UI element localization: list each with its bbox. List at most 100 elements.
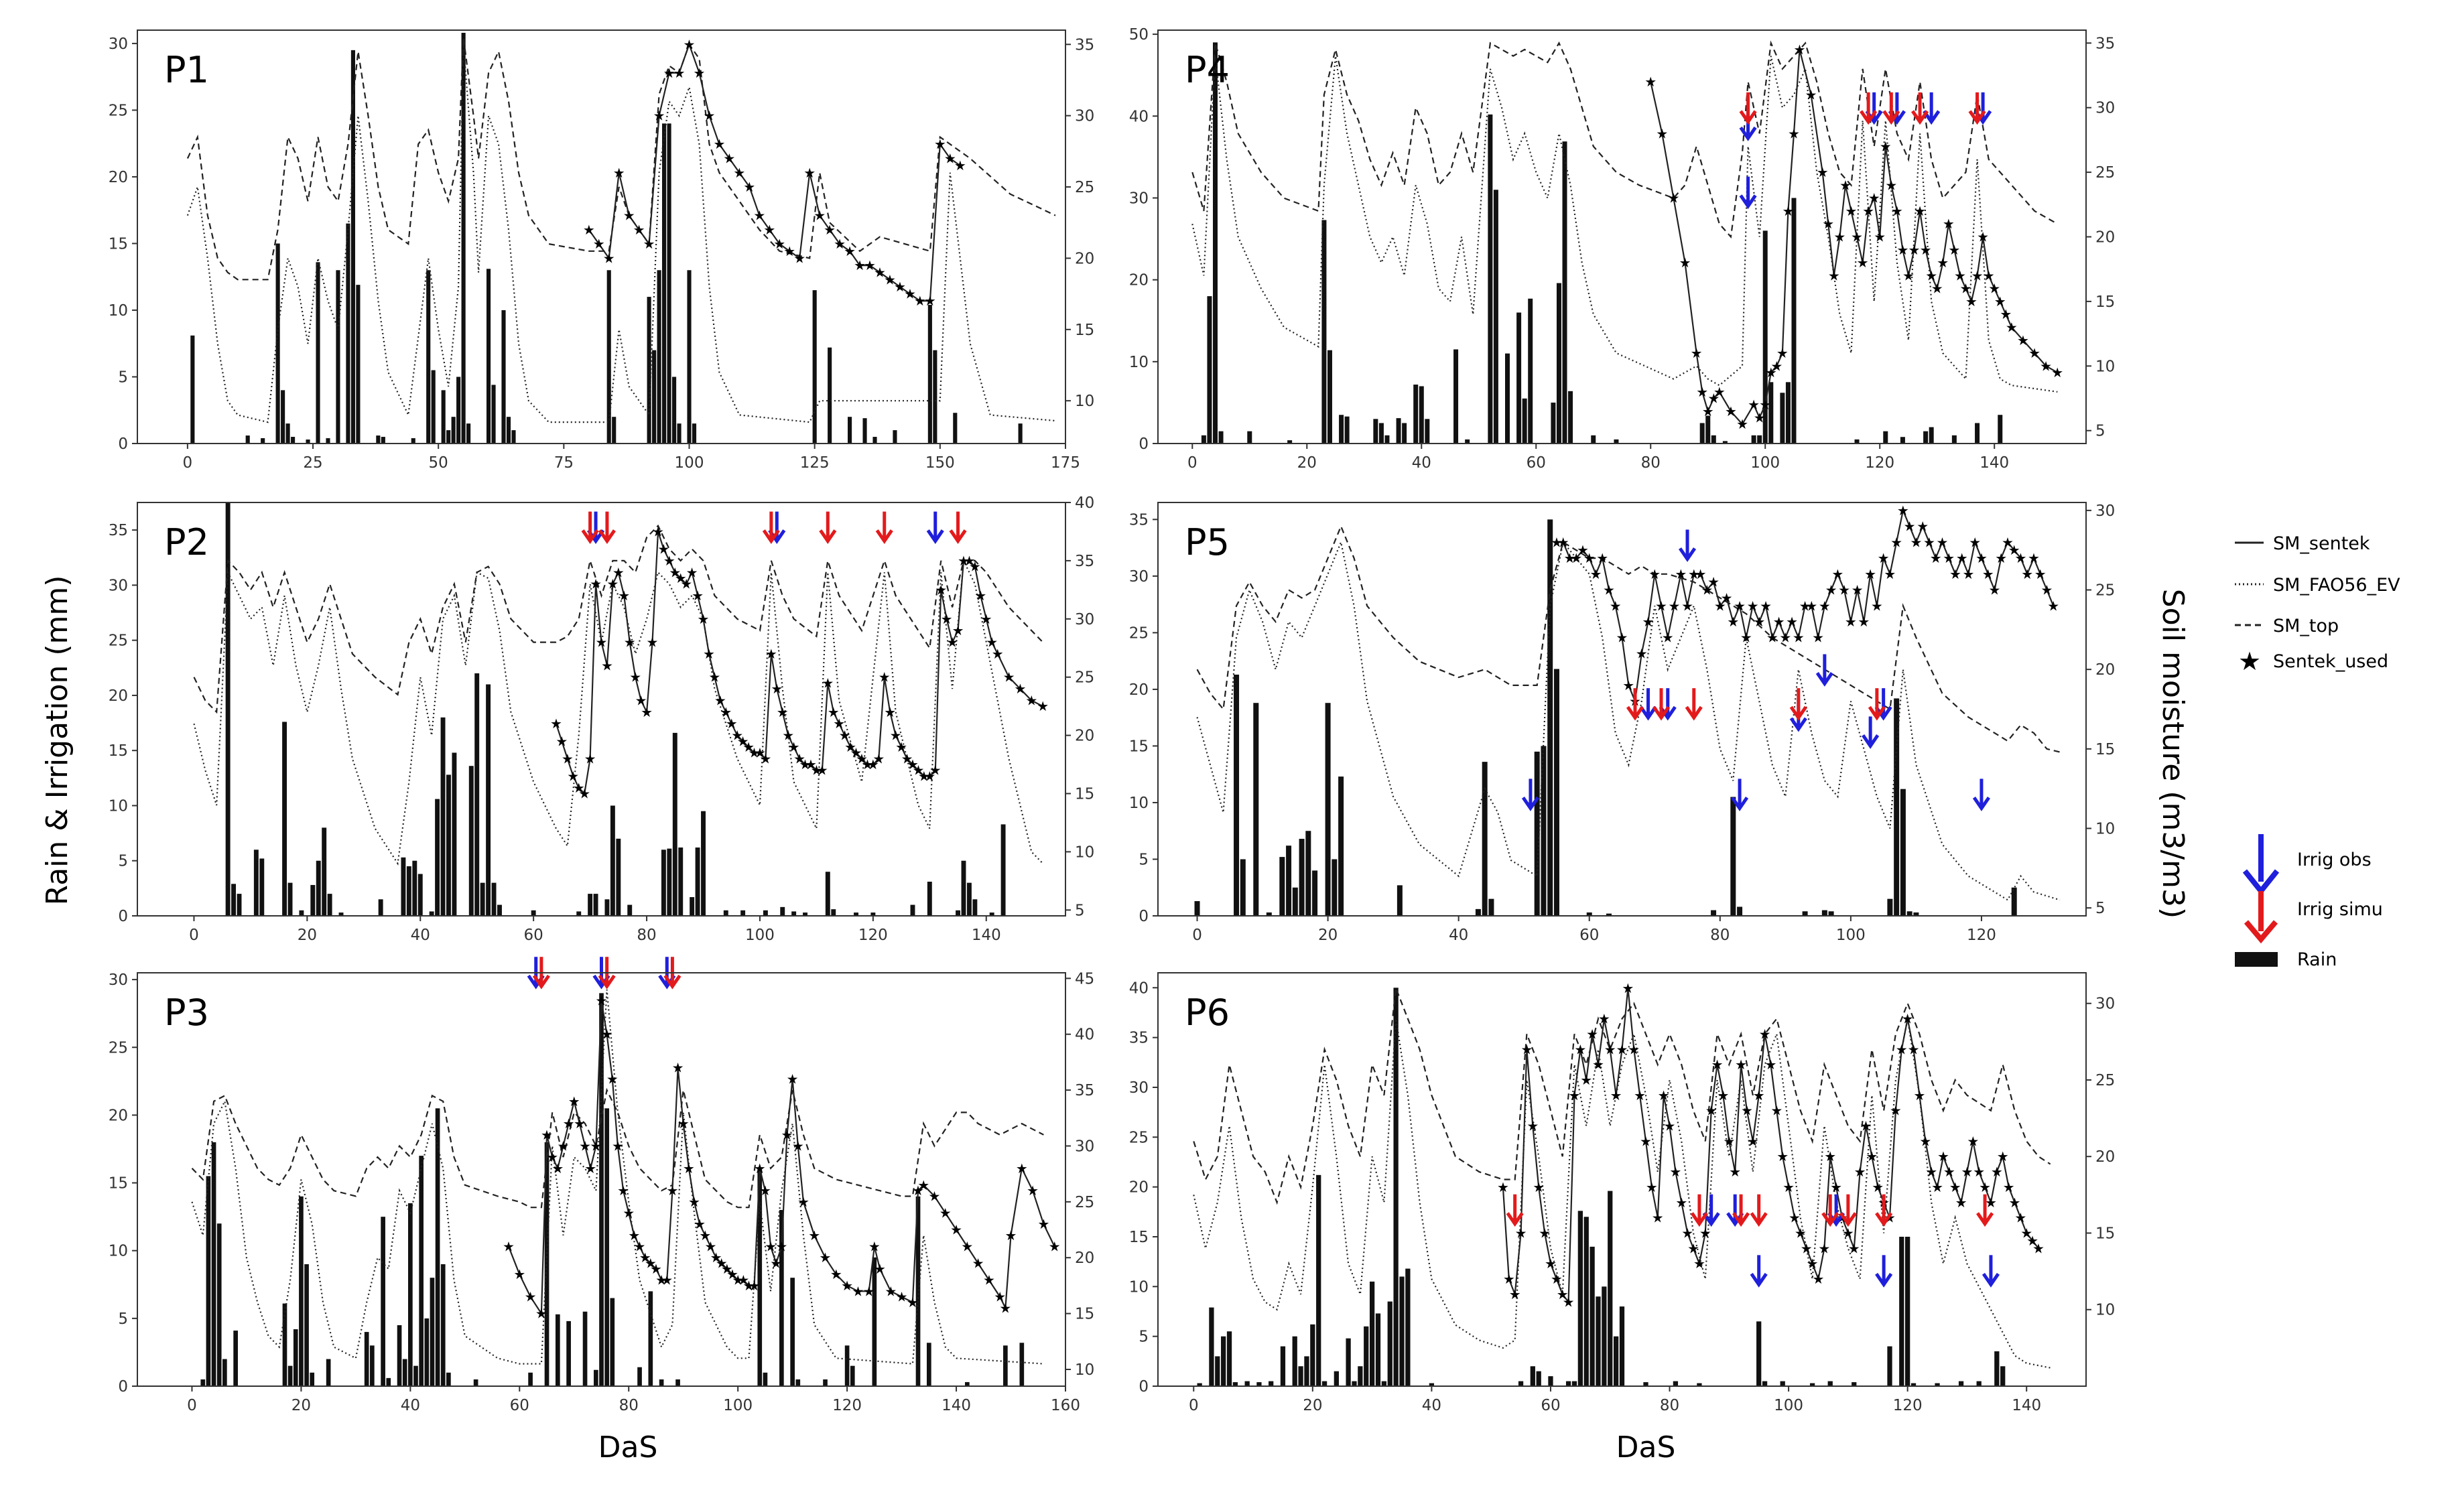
- sentek-used-marker: ★: [1714, 598, 1726, 614]
- x-tick-label: 0: [189, 927, 199, 944]
- sentek-used-marker: ★: [2014, 550, 2026, 566]
- sentek-used-marker: ★: [657, 541, 669, 557]
- rain-bar: [1215, 1356, 1220, 1386]
- rain-bar: [190, 335, 195, 444]
- rain-bar: [1352, 1381, 1357, 1386]
- sentek-used-marker: ★: [743, 1278, 755, 1294]
- rain-bar: [723, 910, 728, 916]
- sentek-used-marker: ★: [726, 716, 738, 732]
- y2-tick-label: 30: [1075, 1138, 1094, 1155]
- sentek-used-marker: ★: [1923, 534, 1935, 550]
- rain-bar: [1697, 1383, 1702, 1386]
- rain-bar: [606, 270, 611, 444]
- sentek-used-marker: ★: [792, 1138, 804, 1154]
- x-tick-label: 120: [832, 1397, 862, 1414]
- sentek-used-marker: ★: [929, 762, 942, 779]
- sentek-used-marker: ★: [2051, 364, 2063, 381]
- rain-bar: [1791, 198, 1797, 444]
- sentek-used-marker: ★: [980, 611, 992, 627]
- irrig-simu-arrow: [762, 511, 780, 544]
- y-tick-label: 10: [1129, 354, 1149, 371]
- rain-bar: [1000, 824, 1006, 916]
- sentek-used-marker: ★: [596, 993, 608, 1009]
- irrig-obs-arrow: [1982, 1255, 2000, 1288]
- rain-bar: [282, 1303, 287, 1386]
- y-tick-label: 5: [118, 1310, 128, 1328]
- sentek-used-marker: ★: [672, 1060, 684, 1076]
- panel-p1-frame: [137, 29, 1066, 444]
- rain-bar: [417, 874, 423, 916]
- sentek-used-marker: ★: [713, 136, 725, 152]
- y2-tick-label: 10: [2095, 820, 2115, 837]
- sentek-used-marker: ★: [896, 1289, 908, 1305]
- rain-bar: [1453, 349, 1459, 444]
- rain-bar: [1221, 1336, 1226, 1386]
- y2-tick-label: 10: [2095, 358, 2115, 375]
- rain-bar: [1194, 901, 1200, 916]
- sentek-used-marker: ★: [1695, 566, 1707, 582]
- y-tick-label: 30: [109, 577, 128, 594]
- sentek-used-marker: ★: [1509, 1286, 1521, 1302]
- sentek-used-marker: ★: [1652, 1210, 1664, 1226]
- sentek-used-marker: ★: [808, 1227, 820, 1243]
- rain-bar: [953, 413, 958, 444]
- sentek-used-marker: ★: [1897, 502, 1909, 519]
- sentek-used-marker: ★: [1765, 364, 1777, 381]
- sentek-used-marker: ★: [1713, 384, 1726, 400]
- sentek-used-marker: ★: [1681, 1225, 1693, 1241]
- sentek-used-marker: ★: [1753, 614, 1765, 630]
- rain-bar: [456, 377, 461, 444]
- x-tick-label: 140: [942, 1397, 971, 1414]
- sentek-used-marker: ★: [1699, 1225, 1711, 1241]
- rain-bar: [1384, 435, 1390, 444]
- rain-bar: [1399, 1276, 1405, 1386]
- rain-bar: [200, 1379, 206, 1386]
- sentek-used-marker: ★: [1005, 1227, 1017, 1243]
- x-tick-label: 150: [925, 454, 955, 472]
- sentek-used-marker: ★: [1794, 42, 1806, 58]
- rain-bar: [327, 894, 332, 916]
- panel-p1: ★★★★★★★★★★★★★★★★★★★★★★★★★★★★★★★★★★★★★★0 2…: [109, 29, 1094, 472]
- sentek-used-marker: ★: [1807, 1256, 1819, 1272]
- sentek-used-marker: ★: [1734, 598, 1746, 614]
- panel-p3-plot-area: ★★★★★★★★★★★★★★★★★★★★★★★★★★★★★★★★★★★★★★★★…: [191, 989, 1061, 1386]
- rain-bar: [1768, 382, 1774, 444]
- y-tick-label: 35: [1129, 511, 1149, 529]
- sentek-used-marker: ★: [935, 582, 947, 598]
- panel-p6-title: P6: [1185, 992, 1230, 1034]
- rain-bar: [1619, 1306, 1625, 1386]
- sentek-used-marker: ★: [1603, 582, 1615, 598]
- rain-bar: [1565, 1381, 1571, 1386]
- sentek-used-marker: ★: [941, 611, 953, 627]
- sentek-used-marker: ★: [1995, 550, 2007, 566]
- rain-bar: [1475, 908, 1481, 916]
- rain-bar: [491, 882, 497, 916]
- rain-bar: [648, 1291, 653, 1386]
- rain-bar: [1316, 1174, 1321, 1386]
- sentek-used-marker: ★: [820, 1249, 832, 1266]
- rain-bar: [795, 1379, 801, 1386]
- sentek-used-marker: ★: [1037, 698, 1049, 714]
- rain-bar: [1809, 1383, 1815, 1386]
- sentek-used-marker: ★: [1858, 614, 1870, 630]
- rain-bar: [594, 1369, 598, 1386]
- rain-bar: [1762, 230, 1768, 444]
- sentek-used-marker: ★: [1930, 550, 1942, 566]
- rain-bar: [304, 1264, 309, 1386]
- sentek-used-marker: ★: [1590, 566, 1602, 582]
- rain-bar: [1905, 1236, 1910, 1386]
- x-tick-label: 0: [1192, 927, 1202, 944]
- sentek-used-marker: ★: [1610, 598, 1622, 614]
- sentek-used-marker: ★: [1824, 1148, 1836, 1164]
- sentek-used-marker: ★: [1948, 242, 1960, 258]
- sentek-used-marker: ★: [1753, 1087, 1765, 1103]
- rain-bar: [1751, 435, 1756, 444]
- rain-bar: [350, 50, 355, 444]
- legend-star-icon: ★: [2238, 647, 2261, 676]
- rain-bar: [1256, 1382, 1262, 1386]
- x-tick-label: 0: [1187, 454, 1197, 472]
- y-tick-label: 5: [118, 368, 128, 386]
- rain-bar: [2000, 1366, 2006, 1386]
- sentek-used-marker: ★: [894, 279, 906, 295]
- sentek-used-marker: ★: [590, 576, 602, 592]
